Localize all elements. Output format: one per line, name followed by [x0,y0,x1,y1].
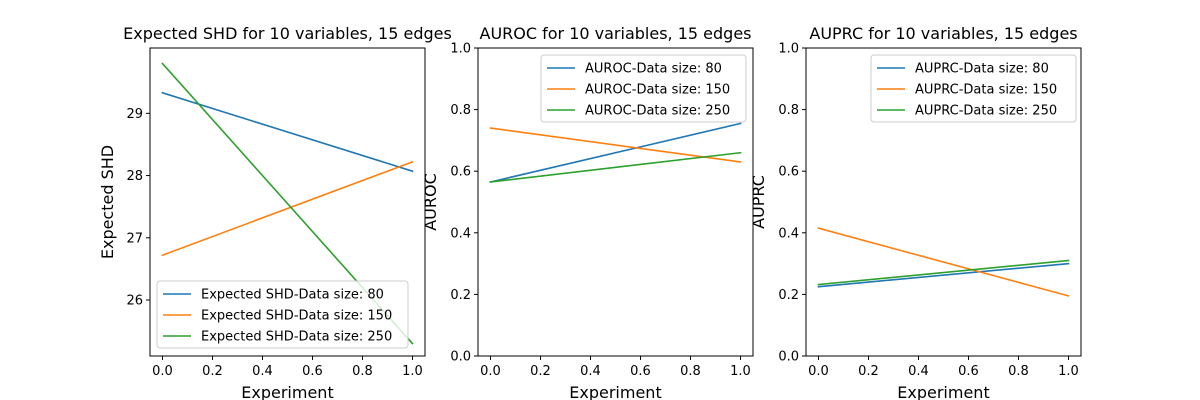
x-axis-label: Experiment [569,383,661,400]
y-tick-label: 0.6 [778,165,799,180]
series-line-2 [489,127,742,163]
y-axis-label: AUROC [421,173,440,231]
x-axis-label: Experiment [241,383,333,400]
x-tick-label: 0.8 [1008,364,1029,379]
y-tick-label: 0.6 [450,165,471,180]
y-axis-label: AUPRC [749,175,768,229]
legend-label-2: AUPRC-Data size: 150 [915,83,1057,98]
x-axis-label: Experiment [897,383,989,400]
series-line-3 [817,259,1070,286]
x-tick-label: 0.0 [808,364,829,379]
y-tick-label: 0.2 [450,288,471,303]
y-tick-label: 0.4 [778,226,799,241]
x-tick-label: 0.6 [630,364,651,379]
x-tick-label: 0.6 [302,364,323,379]
plot-frame [149,47,426,357]
legend-label-3: AUPRC-Data size: 250 [915,104,1057,119]
x-tick-label: 0.4 [580,364,601,379]
legend-box [870,54,1077,123]
x-tick-label: 1.0 [730,364,751,379]
legend-box [540,54,747,123]
x-tick-label: 0.4 [252,364,273,379]
legend-label-3: Expected SHD-Data size: 250 [201,330,392,345]
chart-title: Expected SHD for 10 variables, 15 edges [123,24,452,43]
y-tick-label: 27 [126,231,143,246]
chart-title: AUPRC for 10 variables, 15 edges [809,24,1077,43]
x-tick-label: 0.6 [958,364,979,379]
x-tick-label: 0.4 [908,364,929,379]
y-tick-label: 1.0 [778,42,799,57]
chart-panel-3: AUPRC for 10 variables, 15 edges 0.0 0.2 0.… [749,24,1082,400]
chart-title: AUROC for 10 variables, 15 edges [480,24,752,43]
y-tick-label: 0.2 [778,288,799,303]
series-line-1 [161,91,414,173]
series-line-3 [489,151,742,183]
series-line-2 [817,227,1070,297]
x-tick-label: 0.2 [530,364,551,379]
y-tick-label: 28 [126,169,143,184]
y-tick-label: 0.8 [778,103,799,118]
x-tick-label: 0.2 [858,364,879,379]
x-tick-label: 0.8 [352,364,373,379]
x-tick-label: 1.0 [1058,364,1079,379]
legend-label-1: AUROC-Data size: 80 [585,62,722,77]
legend-box [156,280,409,349]
x-tick-label: 0.2 [202,364,223,379]
series-line-1 [817,262,1070,288]
chart-panel-1: Expected SHD for 10 variables, 15 edges 0… [98,24,452,400]
legend-label-3: AUROC-Data size: 250 [585,104,730,119]
series-line-1 [489,122,742,183]
plot-frame [477,47,754,357]
plot-frame [805,47,1082,357]
y-tick-label: 0.8 [450,103,471,118]
legend-label-1: AUPRC-Data size: 80 [915,62,1049,77]
x-tick-label: 1.0 [402,364,423,379]
legend-label-1: Expected SHD-Data size: 80 [201,288,384,303]
y-axis-label: Expected SHD [98,145,117,259]
x-tick-label: 0.0 [152,364,173,379]
y-tick-label: 0.0 [778,350,799,365]
y-tick-label: 1.0 [450,42,471,57]
legend-label-2: Expected SHD-Data size: 150 [201,309,392,324]
y-tick-label: 0.4 [450,226,471,241]
y-tick-label: 26 [126,294,143,309]
chart-panel-2: AUROC for 10 variables, 15 edges 0.0 0.2 0.… [421,24,754,400]
legend: Expected SHD-Data size: 80 Expected SHD-D… [156,280,409,349]
y-tick-label: 29 [126,107,143,122]
legend: AUPRC-Data size: 80 AUPRC-Data size: 150 A… [870,54,1077,123]
y-tick-label: 0.0 [450,350,471,365]
legend-label-2: AUROC-Data size: 150 [585,83,730,98]
x-tick-label: 0.0 [480,364,501,379]
series-line-2 [161,160,414,257]
x-tick-label: 0.8 [680,364,701,379]
legend: AUROC-Data size: 80 AUROC-Data size: 150 A… [540,54,747,123]
